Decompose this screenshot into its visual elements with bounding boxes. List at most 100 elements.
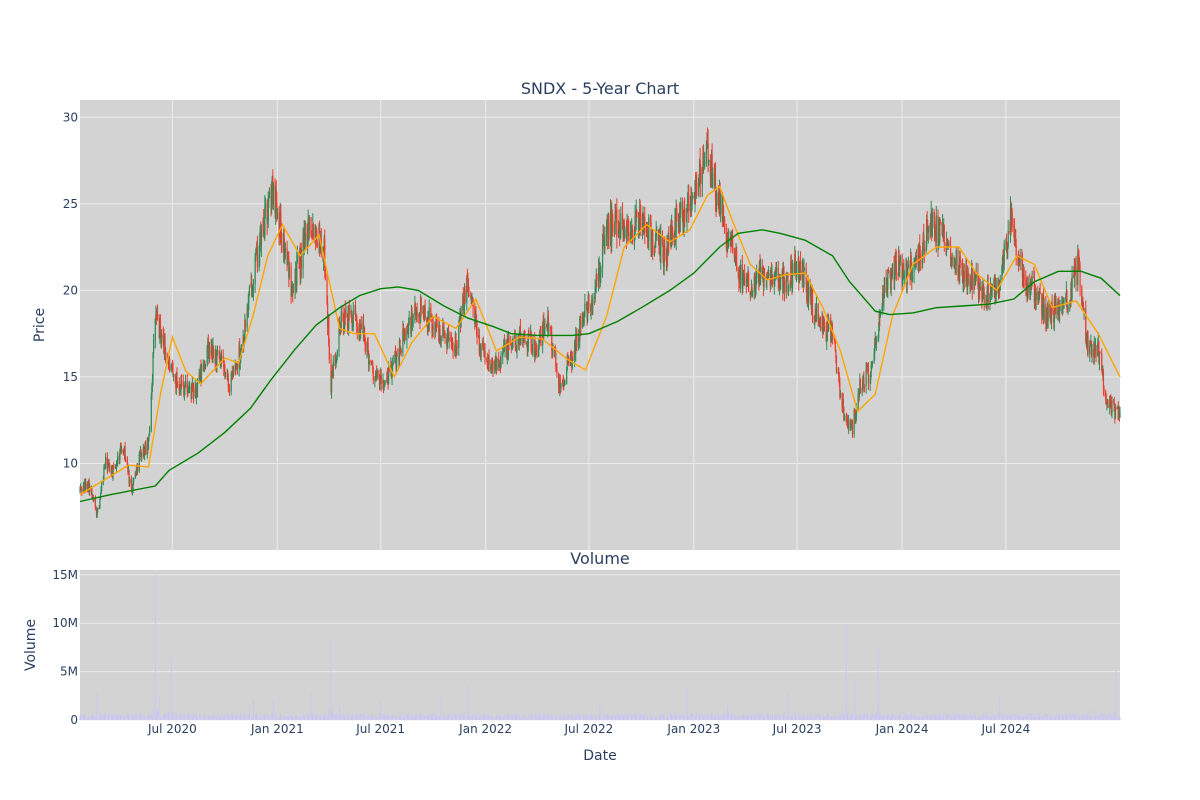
candle-body xyxy=(987,284,989,306)
candle-body xyxy=(230,379,232,392)
candle-body xyxy=(568,362,570,367)
candle-body xyxy=(910,255,912,277)
volume-bar xyxy=(424,716,426,720)
candle-body xyxy=(308,217,310,230)
volume-bar xyxy=(478,718,480,720)
volume-bar xyxy=(721,713,723,720)
volume-bar xyxy=(812,717,814,720)
volume-bar xyxy=(1021,716,1023,720)
volume-bar xyxy=(798,713,800,720)
candle-body xyxy=(1003,244,1005,265)
volume-bar xyxy=(628,715,630,720)
candle-body xyxy=(304,233,306,240)
volume-bar xyxy=(755,713,757,720)
candle-body xyxy=(447,330,450,341)
volume-bar xyxy=(92,717,94,720)
volume-bar xyxy=(287,716,289,720)
volume-bar xyxy=(905,713,907,720)
candle-body xyxy=(1098,352,1101,364)
volume-bar xyxy=(570,718,572,720)
candle-body xyxy=(803,268,806,270)
candle-body xyxy=(206,345,208,365)
candle-body xyxy=(288,267,290,278)
candle-body xyxy=(584,303,586,317)
volume-bar xyxy=(140,713,142,720)
volume-bar xyxy=(655,717,657,720)
candle-body xyxy=(618,221,620,228)
candle-body xyxy=(753,276,755,291)
volume-bar xyxy=(903,713,905,720)
volume-bar xyxy=(723,716,725,720)
candle-body xyxy=(306,233,308,244)
candle-body xyxy=(195,388,197,398)
volume-bar xyxy=(1039,717,1041,720)
volume-bar xyxy=(259,717,261,720)
volume-bar xyxy=(886,715,888,720)
volume-bar xyxy=(1033,716,1035,720)
volume-bar xyxy=(915,718,917,720)
volume-bar xyxy=(889,717,891,720)
volume-bar xyxy=(390,717,392,720)
volume-bar xyxy=(623,716,625,720)
candle-body xyxy=(999,289,1001,291)
volume-bar xyxy=(958,714,960,720)
candle-body xyxy=(926,219,928,248)
candle-body xyxy=(152,340,155,353)
volume-bar xyxy=(754,716,756,720)
volume-bar xyxy=(1110,718,1112,720)
candle-body xyxy=(935,215,937,242)
candle-body xyxy=(854,410,856,420)
volume-bar xyxy=(170,654,172,720)
volume-bar xyxy=(708,717,710,720)
volume-bar xyxy=(163,716,165,720)
volume-bar xyxy=(578,713,580,720)
candle-body xyxy=(1019,256,1021,263)
volume-bar xyxy=(827,713,829,720)
volume-bar xyxy=(909,714,911,720)
candle-body xyxy=(830,341,832,343)
volume-bar xyxy=(368,718,370,720)
volume-bar xyxy=(384,714,386,720)
candle-body xyxy=(839,383,841,397)
candle-body xyxy=(1058,310,1061,321)
candle-body xyxy=(850,426,852,430)
volume-bar xyxy=(774,715,776,720)
candle-body xyxy=(1069,302,1071,306)
volume-bar xyxy=(683,718,685,720)
volume-bar xyxy=(1031,713,1033,720)
volume-bar xyxy=(1071,718,1073,720)
candle-body xyxy=(1033,276,1035,278)
volume-bar xyxy=(184,713,186,720)
volume-bar xyxy=(109,717,111,720)
volume-bar xyxy=(363,715,365,720)
candle-body xyxy=(228,390,231,392)
volume-bar xyxy=(859,715,861,720)
candle-body xyxy=(480,346,482,358)
volume-bar xyxy=(258,716,260,720)
volume-bar xyxy=(874,714,876,720)
volume-bar xyxy=(998,714,1000,720)
volume-bar xyxy=(175,713,177,720)
volume-bar xyxy=(1097,716,1099,720)
volume-bar xyxy=(622,715,624,720)
volume-bar xyxy=(402,717,404,720)
candle-body xyxy=(867,366,869,370)
candle-body xyxy=(358,326,361,338)
candle-body xyxy=(640,213,642,228)
volume-bar xyxy=(588,717,590,720)
volume-bar xyxy=(689,713,691,720)
volume-bar xyxy=(118,714,120,720)
volume-bar xyxy=(871,713,873,720)
candle-body xyxy=(566,369,568,384)
volume-bar xyxy=(989,715,991,720)
candle-body xyxy=(1109,396,1111,408)
candle-body xyxy=(328,345,330,360)
candle-body xyxy=(491,359,493,367)
volume-bar xyxy=(435,715,437,720)
volume-bar xyxy=(582,715,584,720)
candle-body xyxy=(673,233,676,242)
volume-bar xyxy=(528,715,530,720)
candle-body xyxy=(208,346,211,358)
candle-body xyxy=(155,315,157,320)
volume-bar xyxy=(859,716,861,720)
